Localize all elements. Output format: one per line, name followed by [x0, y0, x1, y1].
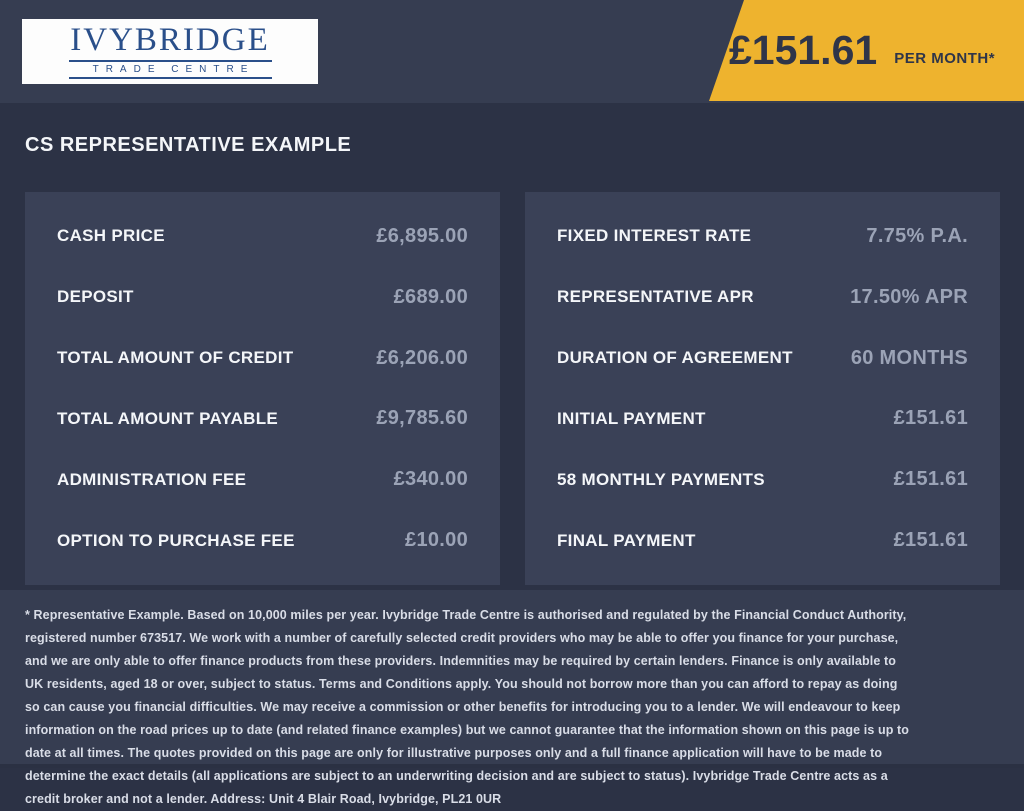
finance-panel-right: FIXED INTEREST RATE 7.75% P.A. REPRESENT… — [525, 192, 1000, 585]
dealer-logo-subtitle: TRADE CENTRE — [68, 60, 272, 79]
finance-row-cash-price: CASH PRICE £6,895.00 — [25, 225, 500, 248]
finance-row-total-payable: TOTAL AMOUNT PAYABLE £9,785.60 — [25, 407, 500, 430]
row-label: OPTION TO PURCHASE FEE — [57, 530, 295, 550]
row-value: £9,785.60 — [376, 407, 468, 430]
row-value: £6,206.00 — [376, 346, 468, 369]
finance-row-final-payment: FINAL PAYMENT £151.61 — [525, 529, 1000, 552]
row-value: 17.50% APR — [850, 285, 968, 308]
row-label: ADMINISTRATION FEE — [57, 469, 247, 489]
finance-row-total-credit: TOTAL AMOUNT OF CREDIT £6,206.00 — [25, 347, 500, 370]
row-value: £689.00 — [393, 285, 468, 308]
row-label: TOTAL AMOUNT PAYABLE — [57, 408, 279, 428]
row-label: TOTAL AMOUNT OF CREDIT — [57, 348, 294, 368]
finance-row-admin-fee: ADMINISTRATION FEE £340.00 — [25, 468, 500, 491]
finance-row-deposit: DEPOSIT £689.00 — [25, 286, 500, 309]
row-value: 60 MONTHS — [850, 346, 968, 369]
finance-row-duration: DURATION OF AGREEMENT 60 MONTHS — [525, 347, 1000, 370]
finance-row-initial-payment: INITIAL PAYMENT £151.61 — [525, 407, 1000, 430]
disclaimer-text: * Representative Example. Based on 10,00… — [25, 608, 910, 806]
row-value: £151.61 — [893, 407, 968, 430]
dealer-logo: IVYBRIDGE TRADE CENTRE — [22, 19, 318, 84]
row-value: 7.75% P.A. — [866, 224, 968, 247]
row-label: FINAL PAYMENT — [557, 530, 696, 550]
disclaimer-band: * Representative Example. Based on 10,00… — [0, 590, 1024, 806]
finance-row-option-to-purchase-fee: OPTION TO PURCHASE FEE £10.00 — [25, 529, 500, 552]
row-value: £151.61 — [893, 529, 968, 552]
header-band: IVYBRIDGE TRADE CENTRE £151.61 PER MONTH… — [0, 0, 1024, 103]
finance-panel-left: CASH PRICE £6,895.00 DEPOSIT £689.00 TOT… — [25, 192, 500, 585]
row-label: CASH PRICE — [57, 226, 165, 246]
row-value: £10.00 — [405, 529, 468, 552]
monthly-price-amount: £151.61 — [728, 27, 878, 73]
monthly-price-period: PER MONTH* — [894, 50, 996, 67]
row-label: FIXED INTEREST RATE — [557, 226, 752, 246]
finance-row-representative-apr: REPRESENTATIVE APR 17.50% APR — [525, 286, 1000, 309]
finance-row-fixed-interest-rate: FIXED INTEREST RATE 7.75% P.A. — [525, 225, 1000, 248]
row-value: £340.00 — [393, 468, 468, 491]
row-label: DEPOSIT — [57, 287, 134, 307]
row-value: £151.61 — [893, 468, 968, 491]
finance-row-monthly-payments: 58 MONTHLY PAYMENTS £151.61 — [525, 468, 1000, 491]
row-label: 58 MONTHLY PAYMENTS — [557, 469, 765, 489]
dealer-logo-name: IVYBRIDGE — [70, 22, 270, 58]
row-value: £6,895.00 — [376, 224, 468, 247]
row-label: DURATION OF AGREEMENT — [557, 348, 793, 368]
monthly-price-banner: £151.61 PER MONTH* — [709, 0, 1024, 101]
row-label: INITIAL PAYMENT — [557, 408, 706, 428]
bottom-edge-divider — [0, 764, 1024, 768]
page-title: CS REPRESENTATIVE EXAMPLE — [25, 134, 352, 156]
row-label: REPRESENTATIVE APR — [557, 287, 754, 307]
